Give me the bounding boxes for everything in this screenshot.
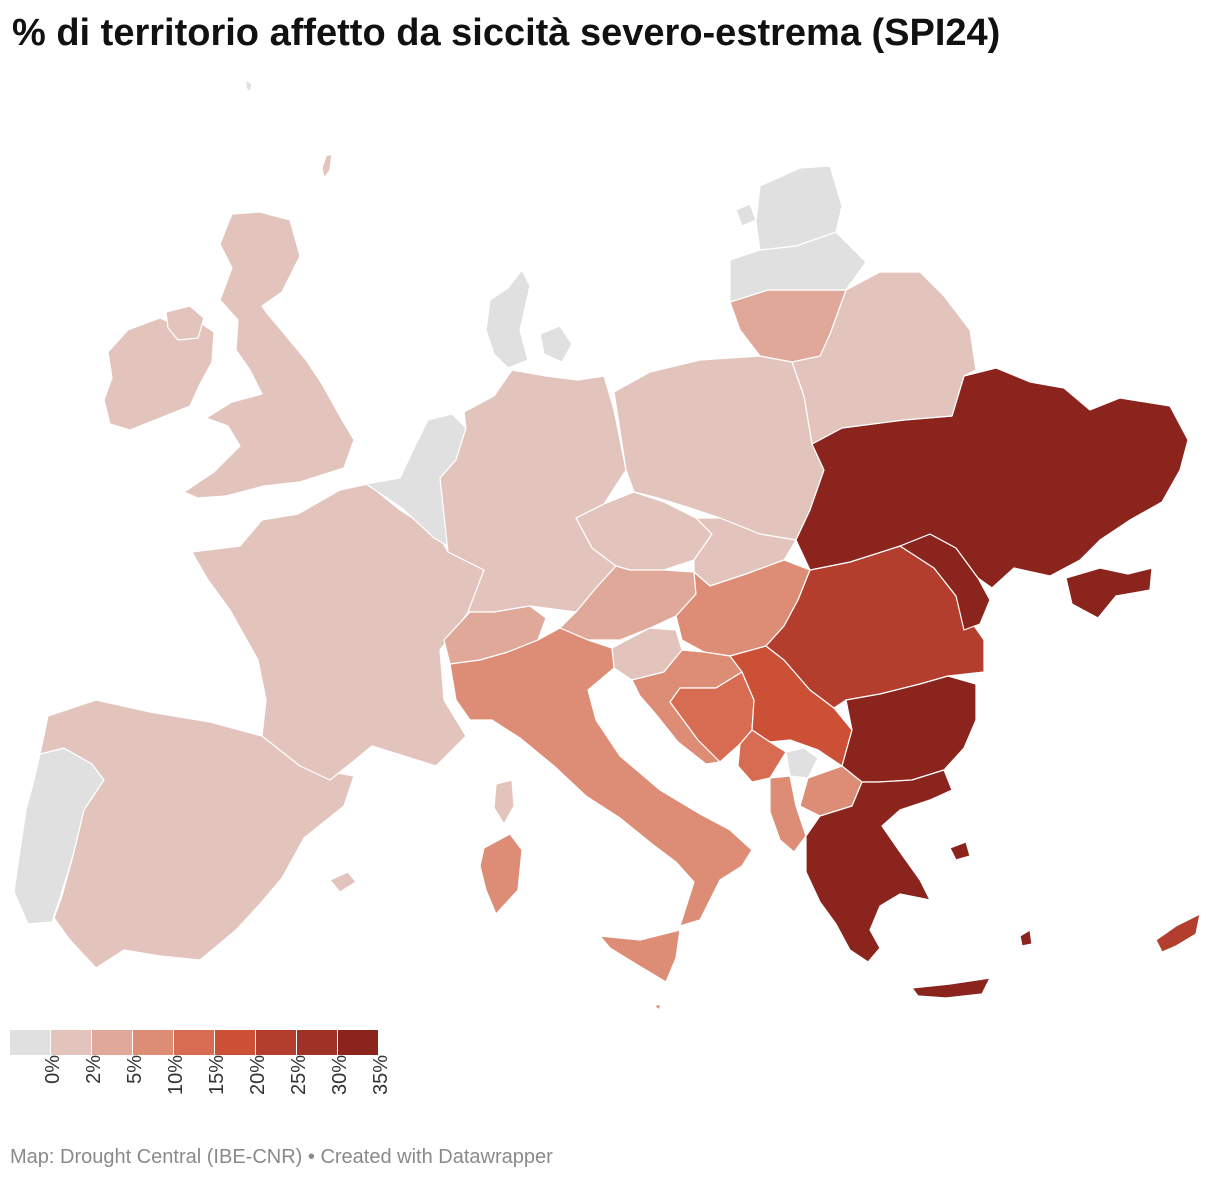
region-belarus[interactable] [791,271,977,445]
legend-swatch-6 [256,1030,297,1055]
color-legend: 0% 2% 5% 10% 15% 20% 25% 30% 35% [10,1030,392,1135]
region-crete[interactable] [911,977,991,999]
region-united-kingdom[interactable] [183,211,355,499]
legend-swatch-1 [51,1030,92,1055]
region-faroe[interactable] [245,79,253,93]
region-kosovo[interactable] [785,747,819,779]
region-balearic[interactable] [329,871,357,893]
choropleth-map [0,60,1220,1020]
datawrapper-link[interactable]: Created with Datawrapper [320,1146,553,1168]
region-italy[interactable] [449,627,753,927]
region-denmark[interactable] [485,269,531,369]
legend-swatch-4 [174,1030,215,1055]
region-ukraine[interactable] [795,367,1189,589]
legend-label-5: 20% [247,1055,269,1096]
legend-label-4: 15% [206,1055,228,1096]
region-denmark-islands[interactable] [539,325,573,363]
legend-swatch-7 [297,1030,338,1055]
legend-label-0: 0% [42,1055,64,1084]
legend-label-1: 2% [83,1055,105,1084]
region-sardinia[interactable] [479,833,523,915]
legend-labels: 0% 2% 5% 10% 15% 20% 25% 30% 35% [10,1055,392,1135]
region-greek-island-2[interactable] [1019,929,1033,947]
region-greece[interactable] [805,769,953,963]
legend-swatch-2 [92,1030,133,1055]
region-greek-island-1[interactable] [949,841,971,861]
legend-bar [10,1030,379,1055]
legend-label-8: 35% [370,1055,392,1096]
legend-label-3: 10% [165,1055,187,1096]
region-estonia-islands[interactable] [735,203,757,227]
region-crimea[interactable] [1065,567,1153,619]
legend-label-7: 30% [329,1055,351,1096]
region-montenegro[interactable] [737,729,787,783]
legend-swatch-8 [338,1030,379,1055]
region-albania[interactable] [769,775,807,853]
region-france[interactable] [191,483,485,781]
region-shetland[interactable] [321,153,333,179]
region-sicily[interactable] [599,929,681,983]
region-corsica[interactable] [493,779,515,825]
region-malta[interactable] [653,1003,661,1011]
legend-swatch-0 [10,1030,51,1055]
legend-label-6: 25% [288,1055,310,1096]
footer-credit: Map: Drought Central (IBE-CNR) • Created… [10,1146,553,1169]
region-cyprus[interactable] [1155,913,1201,953]
legend-label-2: 5% [124,1055,146,1084]
separator: • [302,1146,321,1168]
map-title: % di territorio affetto da siccità sever… [12,12,1001,54]
region-northern-ireland[interactable] [165,305,205,341]
region-estonia[interactable] [755,165,843,251]
legend-swatch-3 [133,1030,174,1055]
legend-swatch-5 [215,1030,256,1055]
source-text: Map: Drought Central (IBE-CNR) [10,1146,303,1168]
